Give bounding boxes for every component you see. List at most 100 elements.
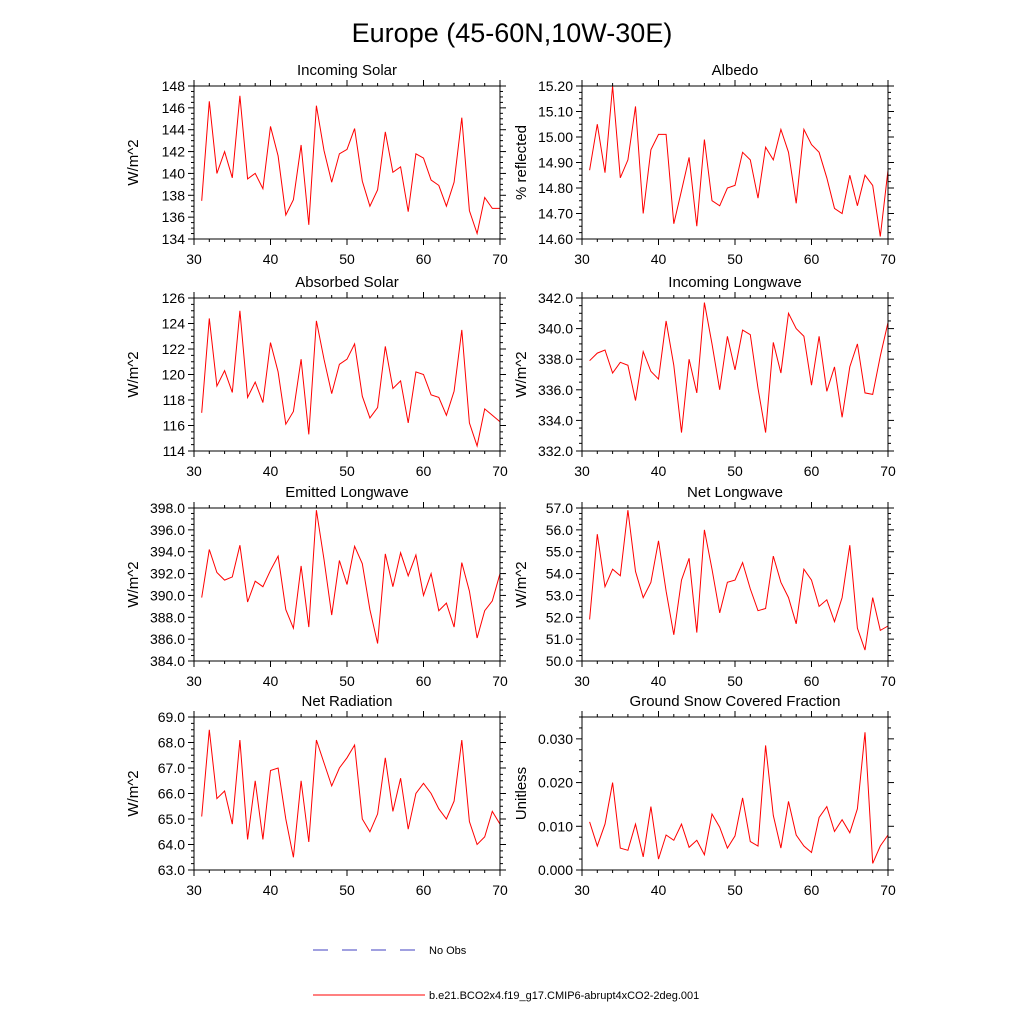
series-line (589, 510, 889, 651)
x-tick-label: 30 (186, 882, 202, 898)
y-tick-label: 138 (162, 187, 186, 203)
x-tick-label: 40 (651, 673, 667, 689)
series-line (201, 95, 500, 236)
x-tick-label: 40 (263, 463, 279, 479)
y-tick-label: 52.0 (546, 609, 573, 625)
y-axis-label: Unitless (513, 767, 530, 820)
x-tick-label: 70 (880, 673, 896, 689)
x-tick-label: 60 (804, 463, 820, 479)
y-tick-label: 338.0 (538, 351, 573, 367)
y-tick-label: 14.80 (538, 180, 573, 196)
plot-frame (193, 507, 501, 662)
y-tick-label: 50.0 (546, 653, 573, 669)
y-axis-label: W/m^2 (125, 770, 142, 816)
y-tick-label: 53.0 (546, 587, 573, 603)
x-tick-label: 60 (416, 463, 432, 479)
x-tick-label: 50 (727, 251, 743, 267)
y-axis-label: W/m^2 (125, 139, 142, 185)
x-tick-label: 70 (880, 463, 896, 479)
panel-title: Absorbed Solar (295, 274, 398, 291)
x-tick-label: 70 (492, 882, 508, 898)
y-tick-label: 122 (162, 341, 186, 357)
plot-frame (581, 297, 889, 452)
y-tick-label: 342.0 (538, 290, 573, 306)
x-tick-label: 70 (492, 463, 508, 479)
series-line (201, 510, 501, 644)
x-tick-label: 40 (263, 882, 279, 898)
x-tick-label: 30 (186, 463, 202, 479)
x-tick-label: 30 (574, 251, 590, 267)
panel-4: Incoming Longwave W/m^2 332.0 334.0 336.0 338… (513, 274, 896, 479)
y-tick-label: 68.0 (158, 735, 185, 751)
y-tick-label: 140 (162, 165, 186, 181)
y-tick-label: 134 (162, 231, 186, 247)
y-tick-label: 63.0 (158, 862, 185, 878)
panel-6: Net Longwave W/m^2 50.0 51.0 52.0 53.0 54.0 55.… (513, 484, 896, 689)
y-tick-label: 384.0 (150, 653, 185, 669)
y-tick-label: 69.0 (158, 709, 185, 725)
legend-model-label: b.e21.BCO2x4.f19_g17.CMIP6-abrupt4xCO2-2… (429, 990, 699, 1002)
panel-title: Incoming Solar (297, 62, 397, 79)
y-axis-label: % reflected (513, 125, 530, 200)
x-tick-label: 40 (651, 463, 667, 479)
legend: No Obs b.e21.BCO2x4.f19_g17.CMIP6-abrupt… (313, 945, 699, 1002)
x-tick-label: 50 (339, 882, 355, 898)
x-tick-label: 60 (804, 882, 820, 898)
x-tick-label: 70 (492, 251, 508, 267)
y-tick-label: 15.20 (538, 78, 573, 94)
y-tick-label: 332.0 (538, 443, 573, 459)
x-tick-label: 50 (727, 882, 743, 898)
panel-title: Emitted Longwave (285, 484, 408, 501)
series-line (589, 732, 889, 864)
y-tick-label: 136 (162, 209, 186, 225)
panel-3: Absorbed Solar W/m^2 114 116 118 120 122 124 126… (125, 274, 508, 479)
x-tick-label: 70 (880, 251, 896, 267)
y-tick-label: 148 (162, 78, 186, 94)
panel-1: Incoming Solar W/m^2 134 136 138 140 142 144 146… (125, 62, 508, 267)
y-tick-label: 66.0 (158, 786, 185, 802)
y-tick-label: 64.0 (158, 837, 185, 853)
series-line (589, 302, 889, 433)
x-tick-label: 40 (651, 882, 667, 898)
plot-frame (193, 85, 501, 240)
legend-obs-label: No Obs (429, 945, 467, 957)
plot-frame (581, 85, 889, 240)
panel-title: Net Longwave (687, 484, 783, 501)
series-line (589, 85, 889, 237)
x-tick-label: 30 (574, 673, 590, 689)
x-tick-label: 50 (339, 673, 355, 689)
y-tick-label: 116 (163, 418, 186, 434)
y-tick-label: 57.0 (546, 500, 573, 516)
panel-title: Albedo (712, 62, 759, 79)
y-tick-label: 0.000 (538, 862, 573, 878)
y-tick-label: 51.0 (546, 631, 573, 647)
y-tick-label: 394.0 (150, 544, 185, 560)
series-line (201, 310, 501, 448)
y-tick-label: 142 (162, 144, 186, 160)
y-tick-label: 126 (162, 290, 186, 306)
panel-8: Ground Snow Covered Fraction Unitless 0.00… (513, 693, 896, 898)
x-tick-label: 70 (492, 673, 508, 689)
y-tick-label: 14.70 (538, 206, 573, 222)
y-tick-label: 0.030 (538, 731, 573, 747)
y-tick-label: 336.0 (538, 382, 573, 398)
y-tick-label: 14.90 (538, 155, 573, 171)
x-tick-label: 40 (263, 251, 279, 267)
y-tick-label: 114 (163, 443, 186, 459)
y-tick-label: 388.0 (150, 609, 185, 625)
y-axis-label: W/m^2 (513, 351, 530, 397)
y-axis-label: W/m^2 (125, 561, 142, 607)
series-line (201, 729, 501, 858)
plot-frame (581, 716, 889, 871)
y-tick-label: 65.0 (158, 811, 185, 827)
y-tick-label: 146 (162, 100, 186, 116)
plot-frame (581, 507, 889, 662)
panel-title: Ground Snow Covered Fraction (630, 693, 841, 710)
figure-title: Europe (45-60N,10W-30E) (352, 18, 673, 48)
y-tick-label: 120 (162, 367, 186, 383)
x-tick-label: 30 (186, 251, 202, 267)
plot-frame (193, 716, 501, 871)
x-tick-label: 50 (727, 673, 743, 689)
y-tick-label: 56.0 (546, 522, 573, 538)
